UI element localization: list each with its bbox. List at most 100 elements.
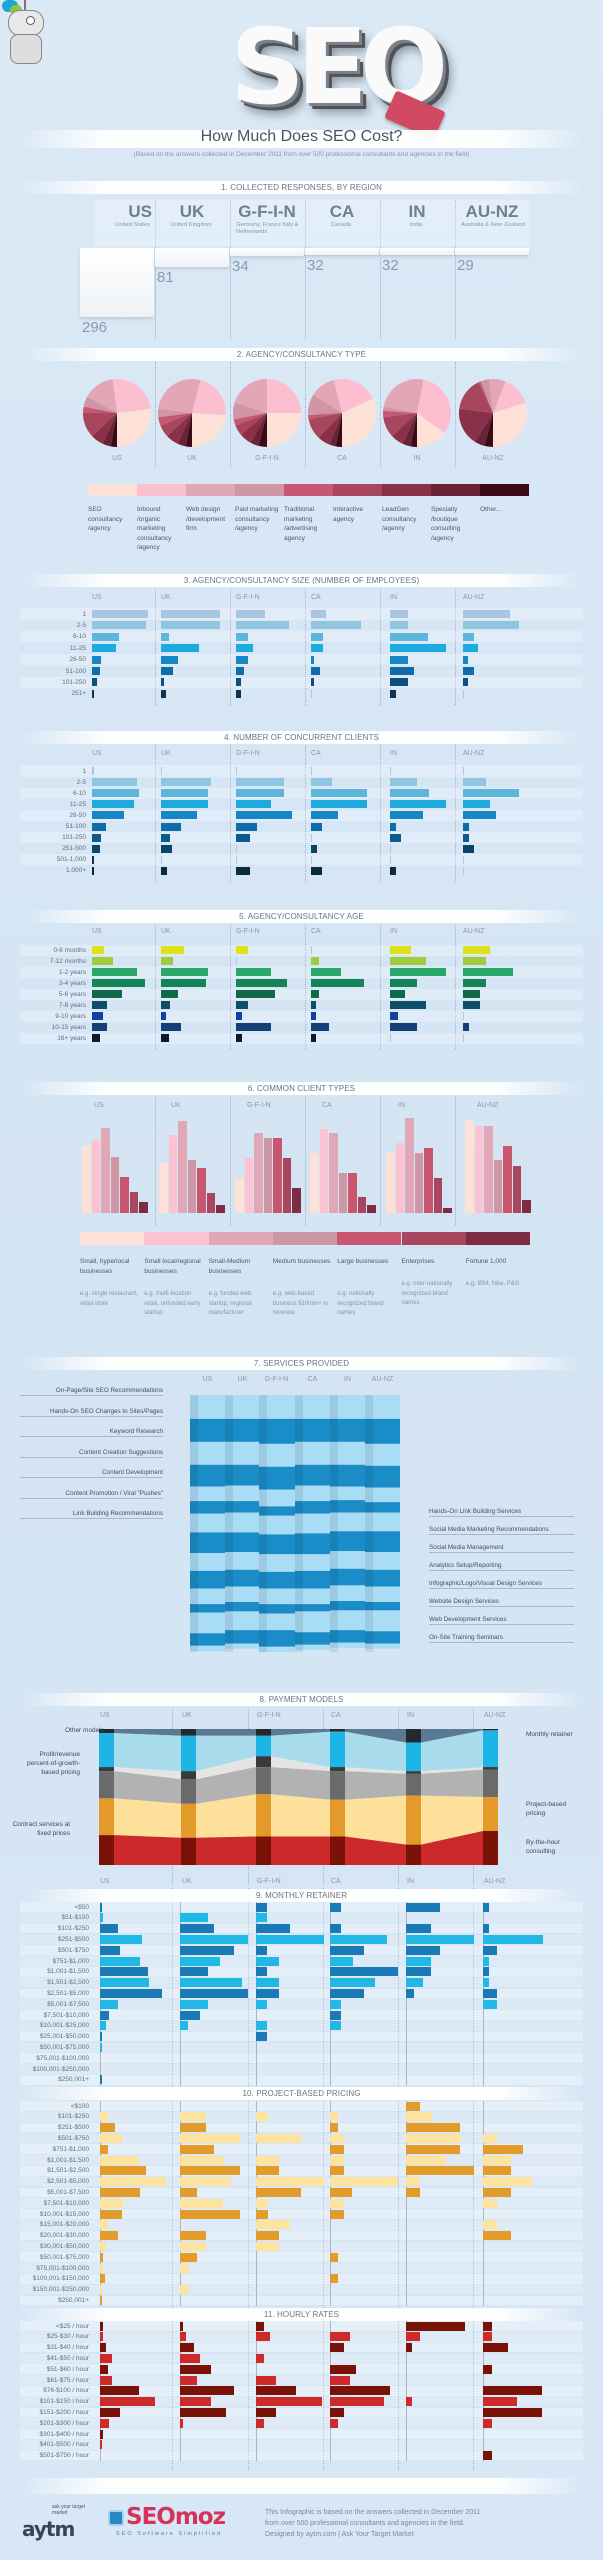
bar [311, 678, 314, 687]
column-divider [155, 200, 156, 340]
bar [180, 1999, 208, 2009]
bar [406, 2321, 465, 2331]
payment-segment [256, 1794, 271, 1837]
row-stripe [20, 2385, 583, 2396]
column-header: IN [344, 1376, 351, 1383]
bar [311, 610, 326, 618]
row-label: $50,001-$75,000 [39, 2043, 89, 2051]
column-header: CA [311, 594, 321, 601]
bar [330, 2252, 338, 2262]
payment-segment [406, 1729, 421, 1743]
row-label: $50,001-$75,000 [39, 2253, 89, 2261]
section-title: 7. SERVICES PROVIDED [253, 1359, 350, 1368]
column-bar [101, 1128, 110, 1213]
bar [180, 2166, 241, 2176]
bar [161, 667, 173, 675]
region-name: United Kingdom [170, 222, 212, 228]
payment-segment [256, 1729, 271, 1736]
column-shade [365, 1395, 373, 1652]
row-stripe [20, 2219, 583, 2230]
row-stripe [20, 2209, 583, 2219]
bar [256, 2332, 270, 2342]
column-bar [120, 1177, 129, 1213]
legend-swatch [337, 1232, 402, 1245]
region-code: US [128, 202, 152, 221]
row-stripe [20, 988, 583, 1000]
payment-segment [181, 1837, 196, 1865]
row-stripe [20, 1966, 583, 1977]
pie-slice [92, 413, 117, 444]
row-label: 251+ [71, 690, 86, 698]
row-label: $51-$100 [61, 1914, 89, 1922]
bar [406, 2133, 460, 2143]
row-label: 101-250 [62, 834, 86, 842]
response-bar [80, 248, 154, 317]
column-header: IN [390, 928, 397, 935]
bar [180, 2187, 197, 2197]
bar [463, 621, 519, 630]
section-band [20, 731, 583, 744]
payment-band [271, 1767, 330, 1800]
pie-chart [383, 379, 451, 447]
bar [161, 1034, 169, 1042]
section-title: 8. PAYMENT MODELS [259, 1695, 344, 1704]
row-stripe [20, 2439, 583, 2450]
payment-band [196, 1767, 256, 1804]
section-band [20, 2087, 583, 2100]
bar [180, 2343, 194, 2353]
row-stripe [20, 608, 583, 620]
column-shade [259, 1395, 267, 1652]
bar [463, 957, 486, 965]
column-header: IN [407, 1712, 414, 1719]
bar [390, 621, 408, 630]
service-band [190, 1630, 400, 1647]
row-label: $751-$1,000 [52, 1957, 89, 1965]
bar [180, 2133, 241, 2143]
row-label: 6-10 [72, 789, 86, 797]
pie-slice [335, 413, 342, 447]
payment-band [345, 1836, 406, 1865]
bar [311, 655, 314, 664]
bar [330, 1902, 341, 1912]
client-type-example: e.g. single restaurant, retail store [80, 1291, 138, 1307]
column-divider [230, 745, 231, 882]
column-divider [455, 924, 456, 1049]
row-stripe [20, 966, 583, 978]
column-divider [305, 362, 306, 468]
bar [180, 1967, 208, 1977]
row-label: 101-250 [62, 678, 86, 686]
pie-slice [318, 413, 342, 445]
column-divider [380, 924, 381, 1049]
bar [406, 1924, 431, 1934]
payment-band [271, 1756, 330, 1772]
row-label: 1 [82, 767, 86, 775]
column-bar [197, 1168, 206, 1213]
pie-slice [233, 402, 267, 420]
bar [406, 2123, 460, 2133]
row-label: 1-2 years [58, 968, 86, 976]
column-bar [159, 1163, 168, 1213]
bar [100, 2343, 107, 2353]
client-type-label: Fortune 1,000 [465, 1258, 507, 1265]
payment-segment [330, 1729, 345, 1732]
response-bar [230, 248, 304, 256]
bar [330, 1924, 341, 1934]
bar [92, 678, 97, 687]
pie-slice [308, 413, 342, 438]
region-code: UK [179, 202, 205, 221]
bar [390, 844, 391, 853]
pie-slice [474, 413, 493, 446]
baseline [406, 2321, 407, 2462]
bar [463, 1012, 464, 1020]
bar [256, 1978, 280, 1988]
legend-swatch [465, 1232, 531, 1245]
column-divider [230, 200, 231, 340]
section-band [20, 348, 583, 361]
column-bar [254, 1133, 263, 1213]
service-band [190, 1568, 400, 1589]
bar [236, 621, 289, 630]
column-header: US [92, 594, 102, 601]
bar [161, 855, 162, 864]
bar [311, 811, 338, 820]
bar [236, 800, 271, 809]
